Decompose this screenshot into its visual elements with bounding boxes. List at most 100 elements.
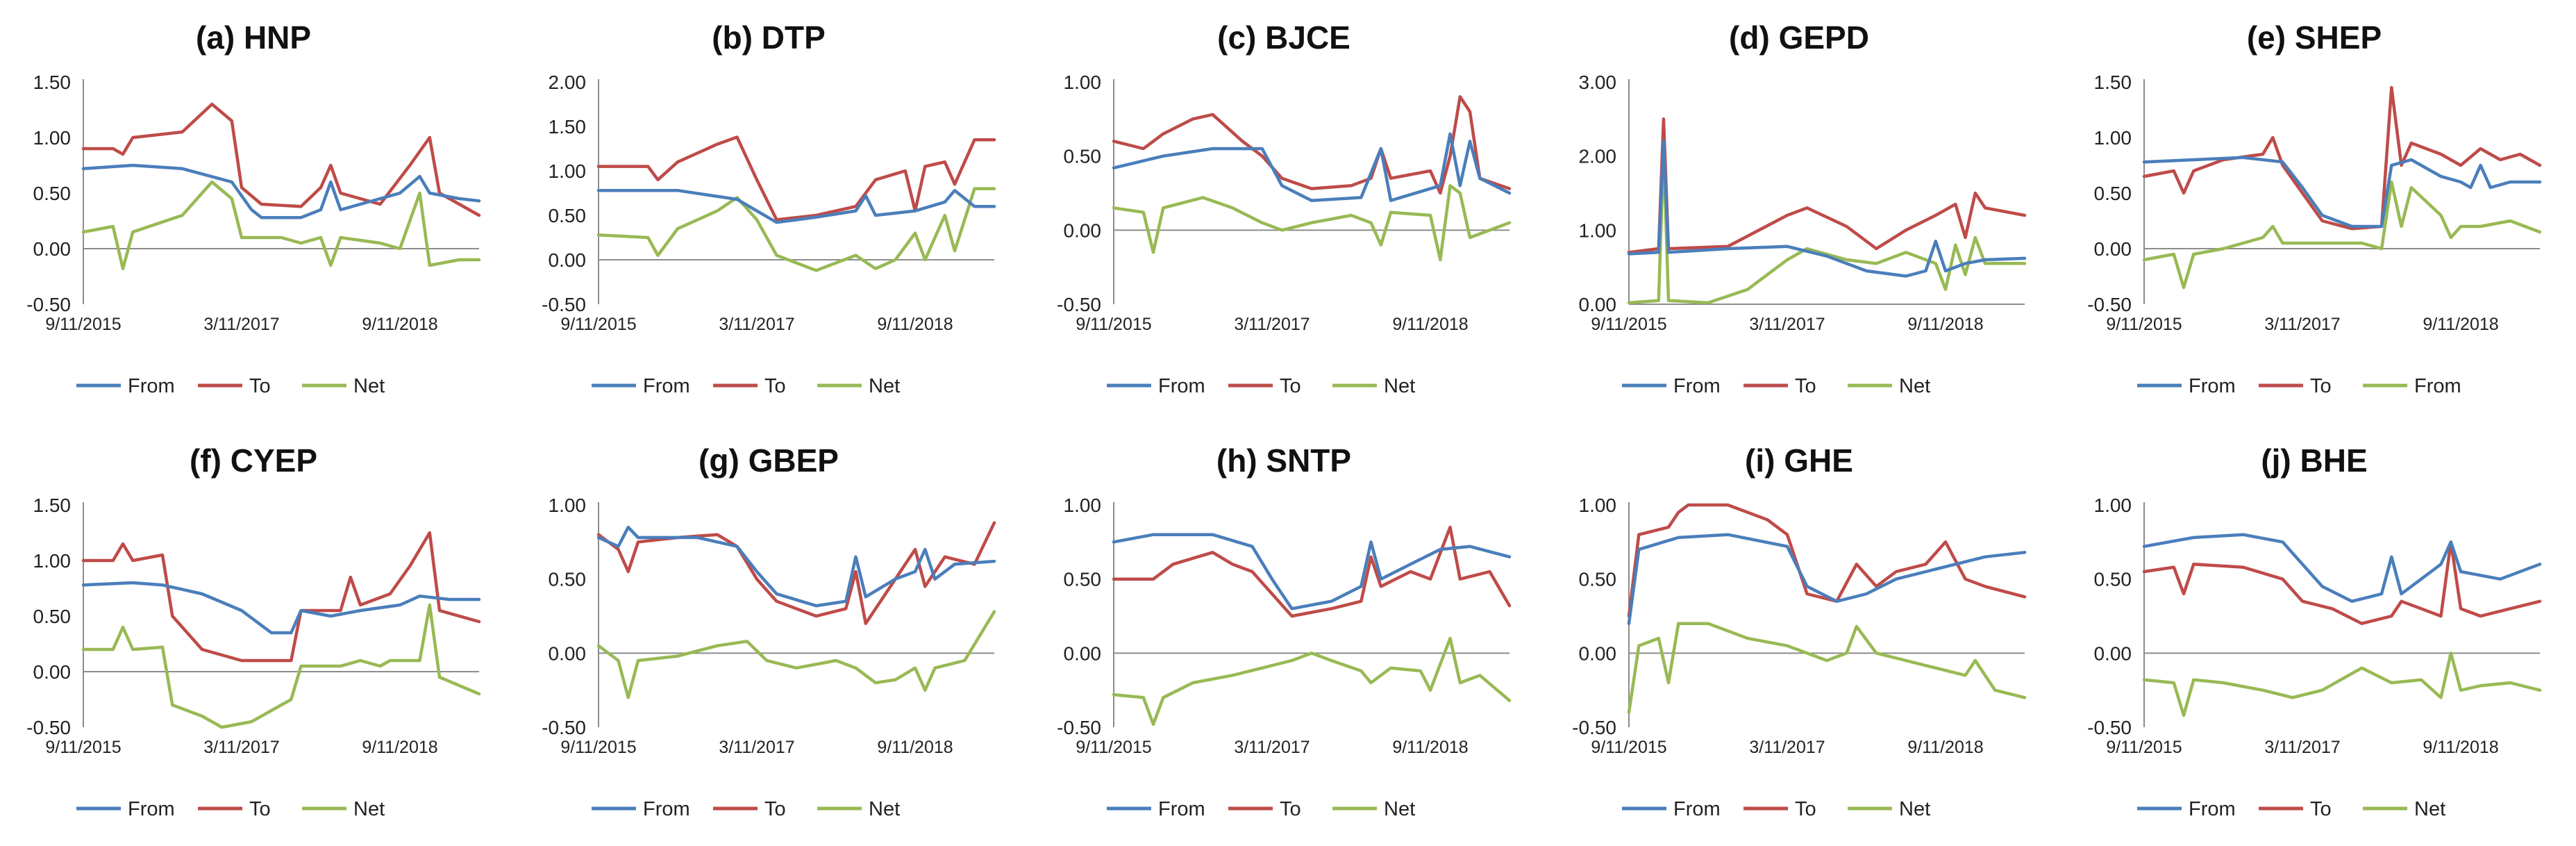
x-tick-label: 9/11/2015 [1591, 315, 1666, 334]
series-line-from [596, 188, 996, 224]
legend-label: To [1280, 798, 1301, 820]
y-tick-label: 0.00 [33, 661, 72, 683]
y-tick-label: 1.00 [549, 495, 587, 516]
x-tick-label: 9/11/2018 [2423, 738, 2498, 757]
y-tick-label: 0.50 [549, 569, 587, 590]
series-line-to [1112, 525, 1512, 618]
series-line-to [596, 135, 996, 222]
chart-panel-2: (b) DTP -0.50 0.00 0.50 1.00 1.50 2.00 9/11/201… [515, 0, 1030, 423]
y-tick-label: -0.50 [1057, 294, 1101, 315]
y-tick-label: 1.00 [2094, 127, 2132, 149]
legend-label: Net [1899, 375, 1930, 397]
y-tick-label: -0.50 [26, 294, 71, 315]
legend-label: Net [1384, 798, 1415, 820]
legend-label: To [1795, 375, 1816, 397]
chart-svg: (a) HNP -0.50 0.00 0.50 1.00 1.50 9/11/2015 3/1… [26, 19, 481, 397]
x-tick-label: 9/11/2018 [362, 738, 437, 757]
chart-svg: (d) GEPD 0.00 1.00 2.00 3.00 9/11/2015 3/11/20… [1579, 19, 2027, 397]
series-line-net [1112, 636, 1512, 726]
chart-svg: (e) SHEP -0.50 0.00 0.50 1.00 1.50 9/11/2015 3/… [2087, 19, 2542, 397]
y-tick-label: 0.00 [2094, 238, 2132, 260]
legend-label: To [764, 375, 786, 397]
y-tick-label: 1.50 [549, 116, 587, 138]
legend-label: To [764, 798, 786, 820]
x-tick-label: 3/11/2017 [1234, 315, 1310, 334]
y-tick-label: 0.50 [33, 606, 72, 627]
legend-label: To [1280, 375, 1301, 397]
legend-label: From [643, 798, 690, 820]
legend-label: To [2310, 798, 2332, 820]
x-tick-label: 9/11/2018 [1392, 738, 1468, 757]
y-tick-label: 0.50 [2094, 569, 2132, 590]
y-tick-label: 0.50 [1064, 569, 1102, 590]
chart-svg: (i) GHE -0.50 0.00 0.50 1.00 9/11/2015 3/11/20… [1572, 442, 2027, 820]
series-line-net [1627, 622, 2027, 714]
chart-title: (f) CYEP [190, 442, 317, 479]
y-tick-label: 0.50 [1064, 146, 1102, 167]
series-line-from [81, 581, 481, 635]
legend-label: From [1673, 375, 1721, 397]
x-tick-label: 9/11/2018 [877, 315, 953, 334]
chart-panel-1: (a) HNP -0.50 0.00 0.50 1.00 1.50 9/11/2015 3/1… [0, 0, 515, 423]
y-tick-label: 0.00 [549, 249, 587, 271]
y-tick-label: 1.00 [1064, 72, 1102, 93]
chart-panel-8: (h) SNTP -0.50 0.00 0.50 1.00 9/11/2015 3/11/2… [1030, 423, 1546, 846]
series-line-net [1627, 147, 2027, 305]
y-tick-label: 1.00 [2094, 495, 2132, 516]
x-tick-label: 9/11/2015 [2106, 738, 2182, 757]
x-tick-label: 9/11/2015 [560, 738, 636, 757]
y-tick-label: -0.50 [26, 717, 71, 738]
series-line-from [1627, 533, 2027, 625]
x-tick-label: 9/11/2018 [2423, 315, 2498, 334]
series-line-from [1627, 140, 2027, 278]
y-tick-label: 0.50 [33, 183, 72, 204]
y-tick-label: 0.00 [549, 642, 587, 664]
legend-label: Net [353, 375, 385, 397]
series-line-to [2142, 85, 2542, 231]
x-tick-label: 3/11/2017 [203, 315, 279, 334]
chart-svg: (c) BJCE -0.50 0.00 0.50 1.00 9/11/2015 3/11/2… [1057, 19, 1512, 397]
y-tick-label: 1.50 [2094, 72, 2132, 93]
x-tick-label: 3/11/2017 [1749, 315, 1825, 334]
y-tick-label: 1.00 [1579, 495, 1617, 516]
series-line-net [81, 180, 481, 271]
series-line-to [81, 531, 481, 663]
chart-title: (i) GHE [1745, 442, 1853, 479]
y-tick-label: -0.50 [2087, 294, 2132, 315]
legend-label: From [128, 798, 175, 820]
chart-panel-4: (d) GEPD 0.00 1.00 2.00 3.00 9/11/2015 3/11/20… [1546, 0, 2061, 423]
series-line-from [81, 163, 481, 219]
x-tick-label: 3/11/2017 [1234, 738, 1310, 757]
series-line-from [2142, 533, 2542, 603]
chart-title: (e) SHEP [2247, 19, 2382, 56]
series-line-from [1112, 533, 1512, 611]
x-tick-label: 3/11/2017 [719, 738, 794, 757]
x-tick-label: 9/11/2015 [1076, 738, 1151, 757]
chart-title: (g) GBEP [699, 442, 839, 479]
y-tick-label: 1.50 [33, 495, 72, 516]
chart-title: (h) SNTP [1216, 442, 1351, 479]
series-line-net [596, 610, 996, 699]
legend-label: Net [2414, 798, 2445, 820]
chart-svg: (h) SNTP -0.50 0.00 0.50 1.00 9/11/2015 3/11/2… [1057, 442, 1512, 820]
x-tick-label: 3/11/2017 [2264, 738, 2340, 757]
legend-label: To [1795, 798, 1816, 820]
y-tick-label: -0.50 [542, 717, 586, 738]
x-tick-label: 9/11/2018 [1907, 315, 1983, 334]
series-line-from [596, 525, 996, 608]
legend-label: From [128, 375, 175, 397]
y-tick-label: 1.00 [33, 550, 72, 572]
series-line-net [2142, 180, 2542, 290]
y-tick-label: 1.00 [1064, 495, 1102, 516]
x-tick-label: 9/11/2018 [1907, 738, 1983, 757]
legend-label: From [1158, 375, 1205, 397]
legend-label: Net [869, 798, 900, 820]
chart-title: (b) DTP [712, 19, 826, 56]
series-line-net [81, 603, 481, 729]
series-line-to [596, 521, 996, 625]
y-tick-label: -0.50 [542, 294, 586, 315]
x-tick-label: 9/11/2015 [45, 738, 121, 757]
legend-label: From [643, 375, 690, 397]
y-tick-label: -0.50 [1572, 717, 1616, 738]
chart-title: (d) GEPD [1729, 19, 1869, 56]
